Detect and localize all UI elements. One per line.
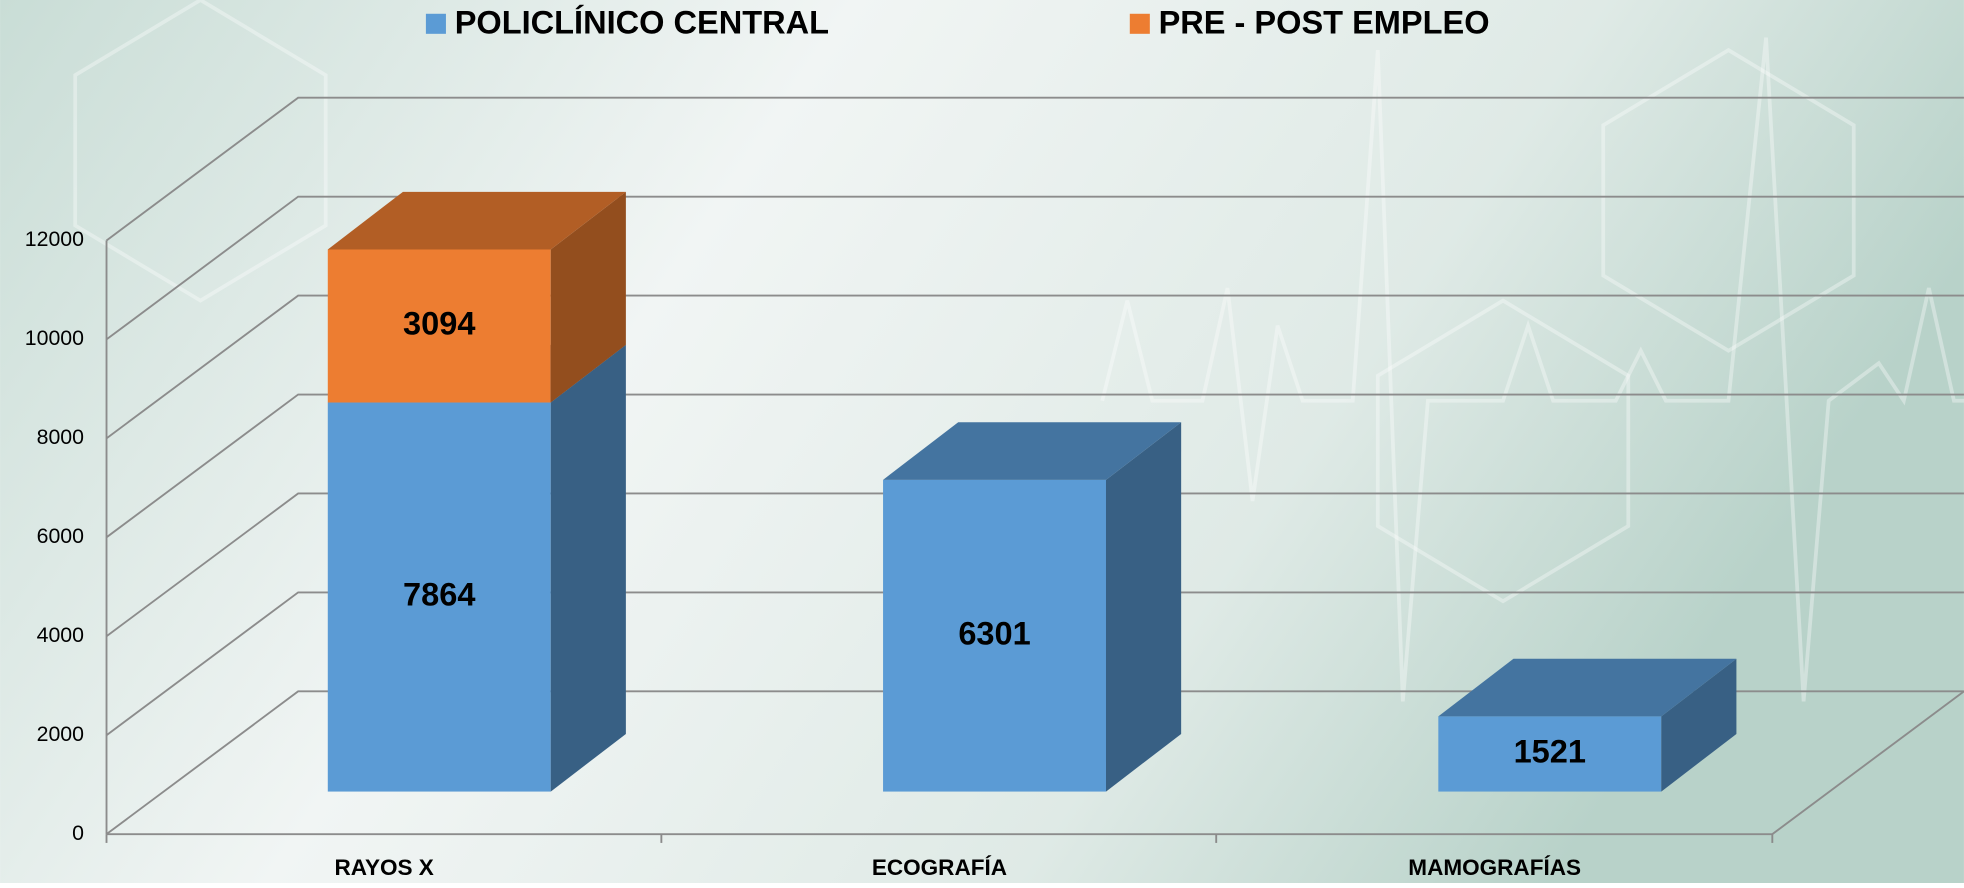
bar-side [1661, 658, 1737, 792]
plot-area: 0 2000 4000 6000 8000 10000 12000 RAYOS X 7864 30… [25, 96, 1964, 880]
bar-front [1438, 716, 1662, 792]
y-tick-label: 0 [72, 821, 84, 845]
data-label: 6301 [958, 615, 1030, 651]
y-tick-label: 8000 [37, 425, 84, 449]
bar-front [327, 402, 551, 792]
y-tick-label: 2000 [37, 722, 84, 746]
bar-top [327, 191, 626, 250]
legend-label: PRE - POST EMPLEO [1159, 5, 1490, 41]
grid-line [105, 492, 1964, 638]
bar-front [327, 249, 551, 403]
bar [327, 344, 626, 792]
bar-side [550, 344, 626, 792]
grid-line [105, 591, 1964, 736]
grid-line [105, 96, 1964, 242]
bar-side [1105, 422, 1182, 792]
data-label: 1521 [1514, 734, 1586, 770]
legend: POLICLÍNICO CENTRAL PRE - POST EMPLEO [425, 4, 1490, 41]
bar-front [883, 479, 1106, 792]
x-axis-ticks [105, 834, 1774, 843]
grid-line [105, 195, 1964, 341]
bar-top [883, 422, 1182, 480]
y-tick-label: 6000 [37, 524, 84, 548]
grid-line [105, 294, 1964, 440]
bar [327, 191, 626, 403]
bar [1438, 658, 1737, 792]
y-tick-label: 12000 [25, 227, 84, 251]
x-tick-label: RAYOS X [334, 855, 433, 880]
bar-top [1438, 658, 1737, 717]
data-label: 7864 [403, 577, 475, 613]
y-tick-label: 10000 [25, 326, 84, 350]
x-tick-label: MAMOGRAFÍAS [1408, 855, 1581, 880]
legend-swatch [425, 13, 446, 34]
data-label: 3094 [403, 306, 475, 342]
y-tick-label: 4000 [37, 623, 84, 647]
grid-line [105, 690, 1964, 835]
legend-label: POLICLÍNICO CENTRAL [455, 4, 829, 41]
x-tick-label: ECOGRAFÍA [872, 855, 1007, 880]
background-decoration [73, 0, 1964, 702]
bar [883, 422, 1182, 792]
legend-swatch [1129, 13, 1150, 34]
bar-side [550, 191, 626, 403]
grid-line [105, 393, 1964, 539]
